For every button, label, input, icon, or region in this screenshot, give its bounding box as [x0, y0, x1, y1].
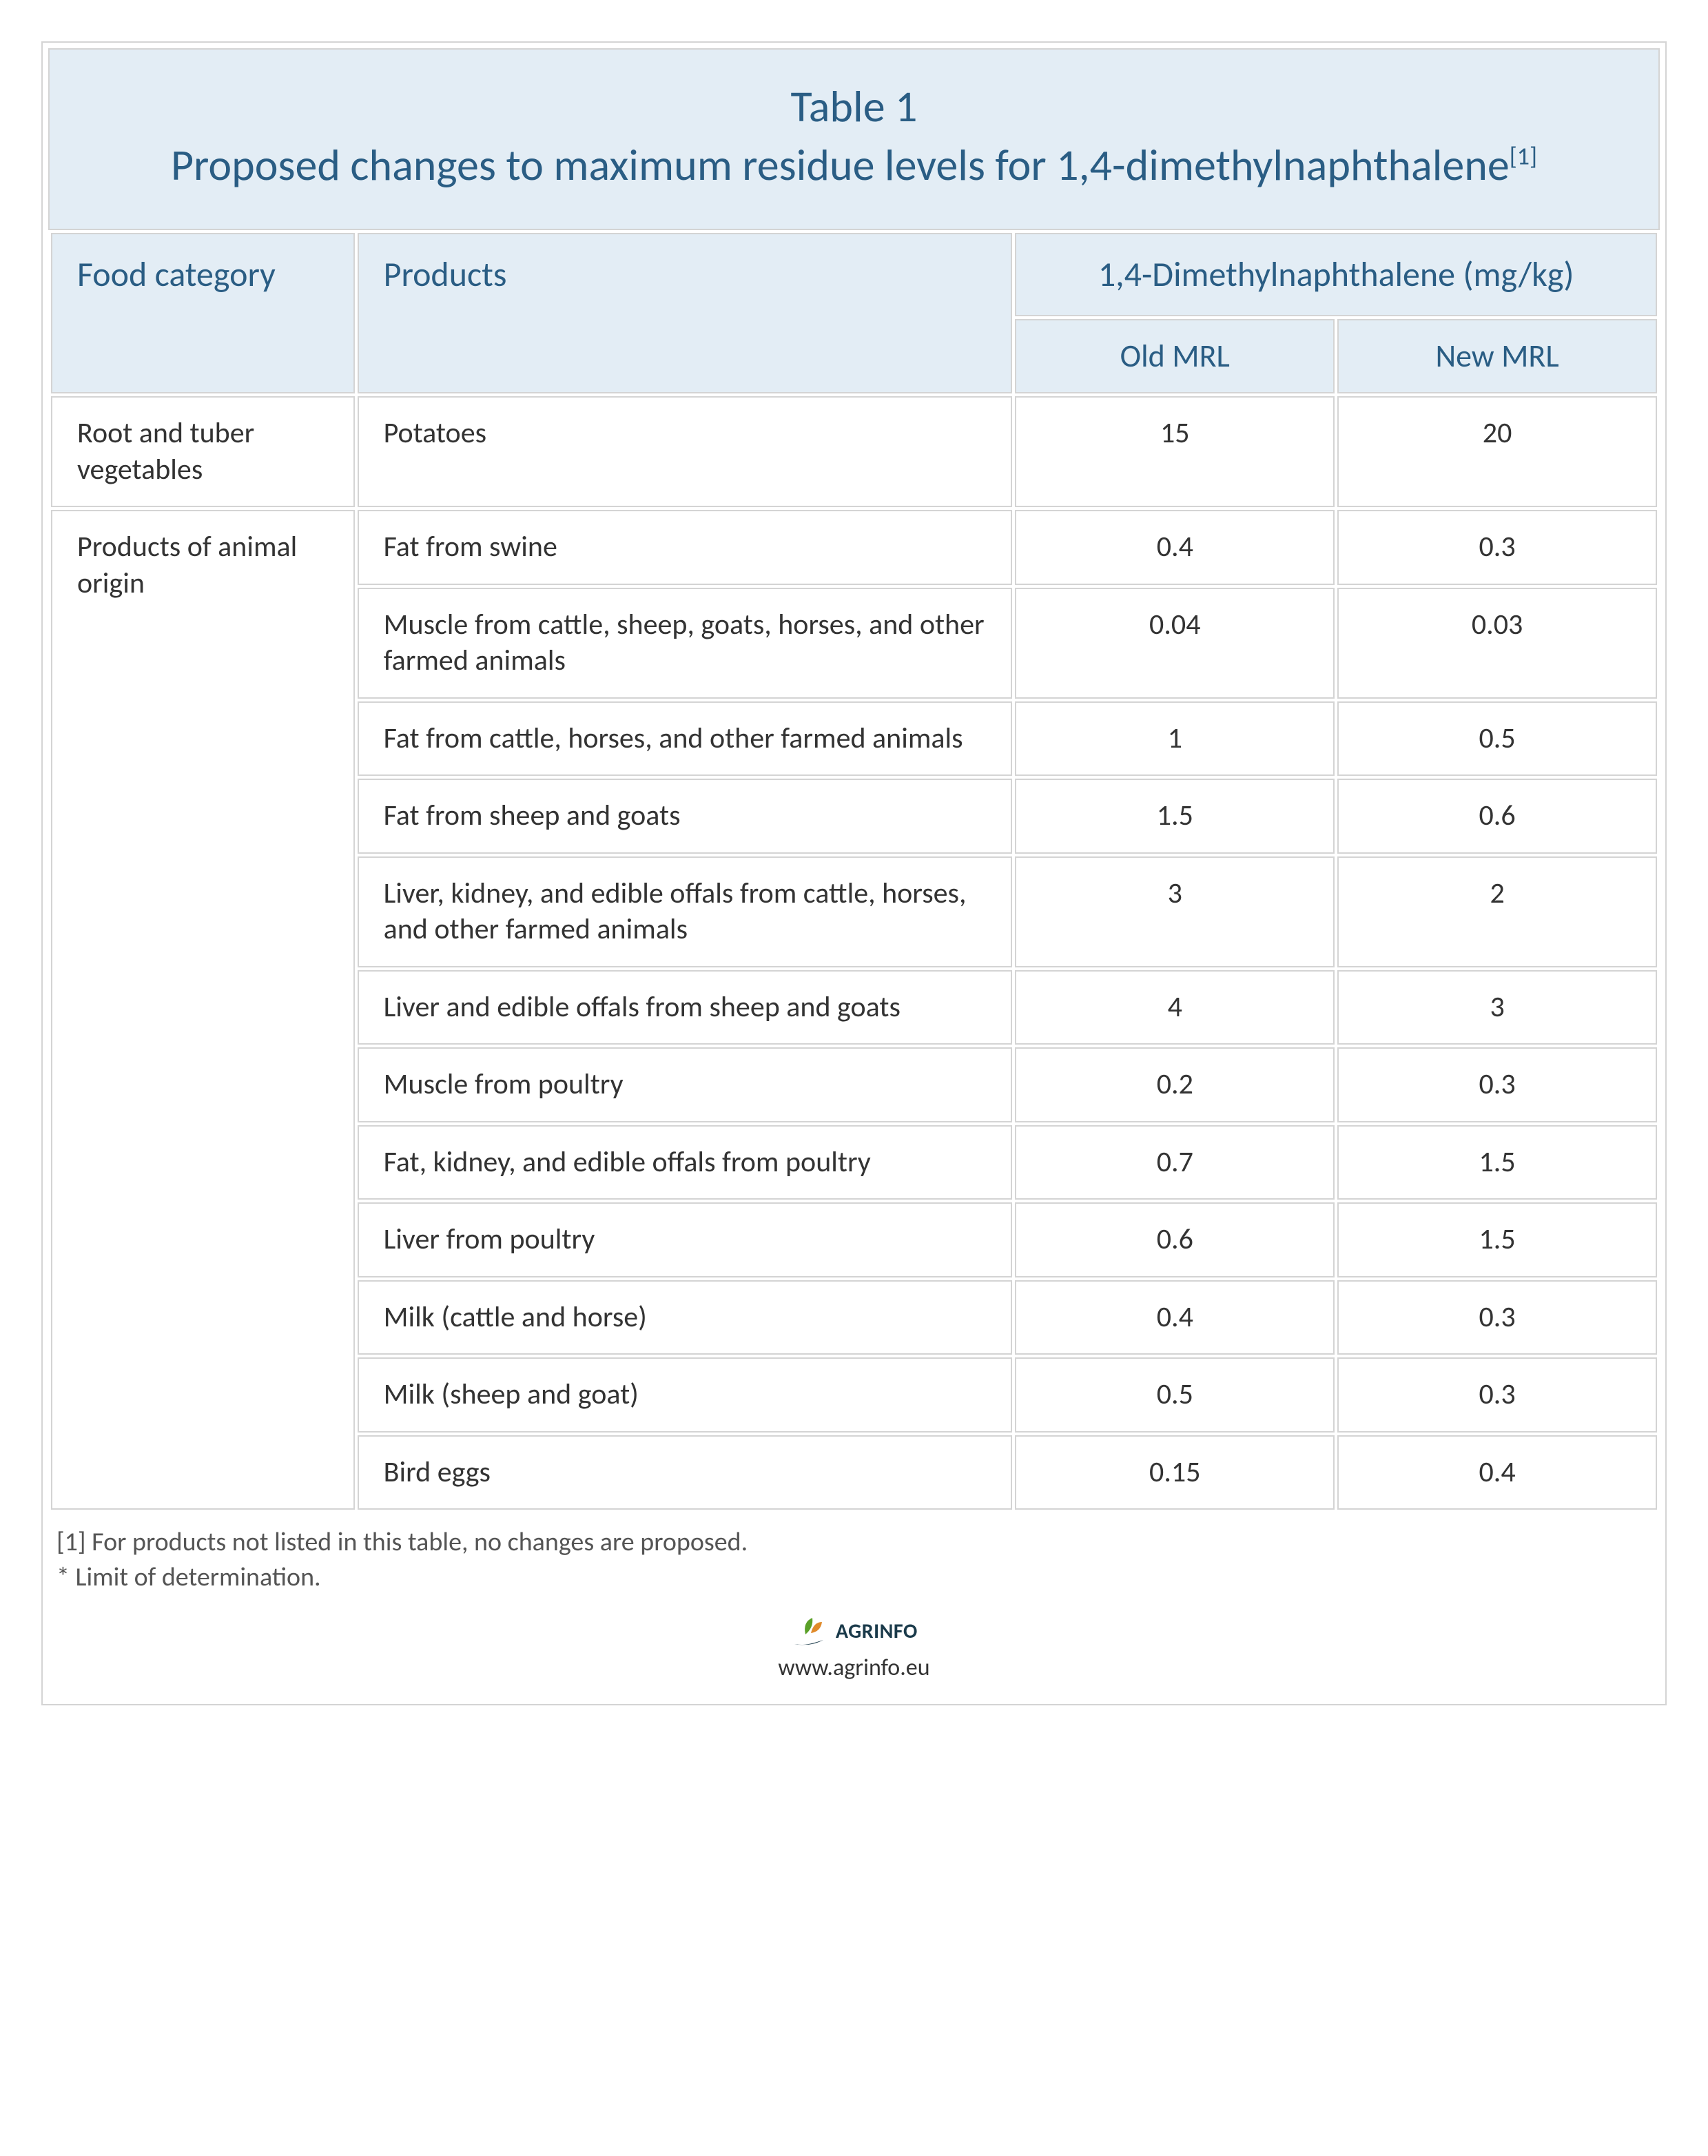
new-mrl-cell: 0.3	[1337, 1047, 1657, 1122]
old-mrl-cell: 0.4	[1015, 510, 1335, 585]
col-header-new-mrl: New MRL	[1337, 319, 1657, 393]
footnote-1: [1] For products not listed in this tabl…	[56, 1525, 1660, 1560]
table-row: Products of animal originFat from swine0…	[51, 510, 1657, 585]
product-cell: Liver from poultry	[358, 1202, 1013, 1277]
logo-swoosh	[794, 1640, 823, 1645]
product-cell: Muscle from cattle, sheep, goats, horses…	[358, 588, 1013, 699]
new-mrl-cell: 3	[1337, 970, 1657, 1045]
old-mrl-cell: 0.04	[1015, 588, 1335, 699]
caption-footnote-marker: [1]	[1510, 141, 1537, 172]
old-mrl-cell: 0.6	[1015, 1202, 1335, 1277]
new-mrl-cell: 0.3	[1337, 1357, 1657, 1433]
new-mrl-cell: 0.3	[1337, 1280, 1657, 1355]
table-container: Table 1 Proposed changes to maximum resi…	[41, 41, 1667, 1705]
old-mrl-cell: 0.2	[1015, 1047, 1335, 1122]
new-mrl-cell: 1.5	[1337, 1125, 1657, 1200]
product-cell: Liver, kidney, and edible offals from ca…	[358, 856, 1013, 967]
logo-leaf-orange	[811, 1622, 822, 1633]
col-header-substance: 1,4-Dimethylnaphthalene (mg/kg)	[1015, 233, 1657, 316]
product-cell: Fat from sheep and goats	[358, 779, 1013, 854]
new-mrl-cell: 0.03	[1337, 588, 1657, 699]
product-cell: Fat from cattle, horses, and other farme…	[358, 701, 1013, 777]
logo-brand-text: AGRINFO	[836, 1619, 918, 1644]
old-mrl-cell: 0.5	[1015, 1357, 1335, 1433]
col-header-old-mrl: Old MRL	[1015, 319, 1335, 393]
table-row: Root and tuber vegetablesPotatoes1520	[51, 396, 1657, 507]
col-header-food-category: Food category	[51, 233, 355, 393]
caption-text: Proposed changes to maximum residue leve…	[171, 138, 1510, 192]
old-mrl-cell: 15	[1015, 396, 1335, 507]
new-mrl-cell: 2	[1337, 856, 1657, 967]
new-mrl-cell: 0.5	[1337, 701, 1657, 777]
new-mrl-cell: 0.3	[1337, 510, 1657, 585]
old-mrl-cell: 1.5	[1015, 779, 1335, 854]
old-mrl-cell: 4	[1015, 970, 1335, 1045]
site-url: www.agrinfo.eu	[48, 1654, 1660, 1682]
product-cell: Muscle from poultry	[358, 1047, 1013, 1122]
old-mrl-cell: 0.15	[1015, 1435, 1335, 1510]
table-caption: Proposed changes to maximum residue leve…	[91, 138, 1617, 193]
product-cell: Bird eggs	[358, 1435, 1013, 1510]
footnote-star: * Limit of determination.	[56, 1560, 1660, 1595]
agrinfo-logo-icon	[790, 1615, 830, 1648]
logo: AGRINFO	[48, 1615, 1660, 1648]
footnotes: [1] For products not listed in this tabl…	[48, 1512, 1660, 1603]
category-cell: Root and tuber vegetables	[51, 396, 355, 507]
product-cell: Milk (sheep and goat)	[358, 1357, 1013, 1433]
product-cell: Potatoes	[358, 396, 1013, 507]
new-mrl-cell: 0.6	[1337, 779, 1657, 854]
category-cell: Products of animal origin	[51, 510, 355, 1510]
old-mrl-cell: 0.7	[1015, 1125, 1335, 1200]
col-header-products: Products	[358, 233, 1013, 393]
product-cell: Liver and edible offals from sheep and g…	[358, 970, 1013, 1045]
new-mrl-cell: 1.5	[1337, 1202, 1657, 1277]
product-cell: Fat, kidney, and edible offals from poul…	[358, 1125, 1013, 1200]
new-mrl-cell: 0.4	[1337, 1435, 1657, 1510]
table-title-block: Table 1 Proposed changes to maximum resi…	[48, 48, 1660, 230]
old-mrl-cell: 0.4	[1015, 1280, 1335, 1355]
product-cell: Milk (cattle and horse)	[358, 1280, 1013, 1355]
old-mrl-cell: 1	[1015, 701, 1335, 777]
mrl-table: Food category Products 1,4-Dimethylnapht…	[48, 230, 1660, 1512]
logo-block: AGRINFO www.agrinfo.eu	[48, 1603, 1660, 1698]
product-cell: Fat from swine	[358, 510, 1013, 585]
new-mrl-cell: 20	[1337, 396, 1657, 507]
table-number: Table 1	[91, 80, 1617, 134]
old-mrl-cell: 3	[1015, 856, 1335, 967]
